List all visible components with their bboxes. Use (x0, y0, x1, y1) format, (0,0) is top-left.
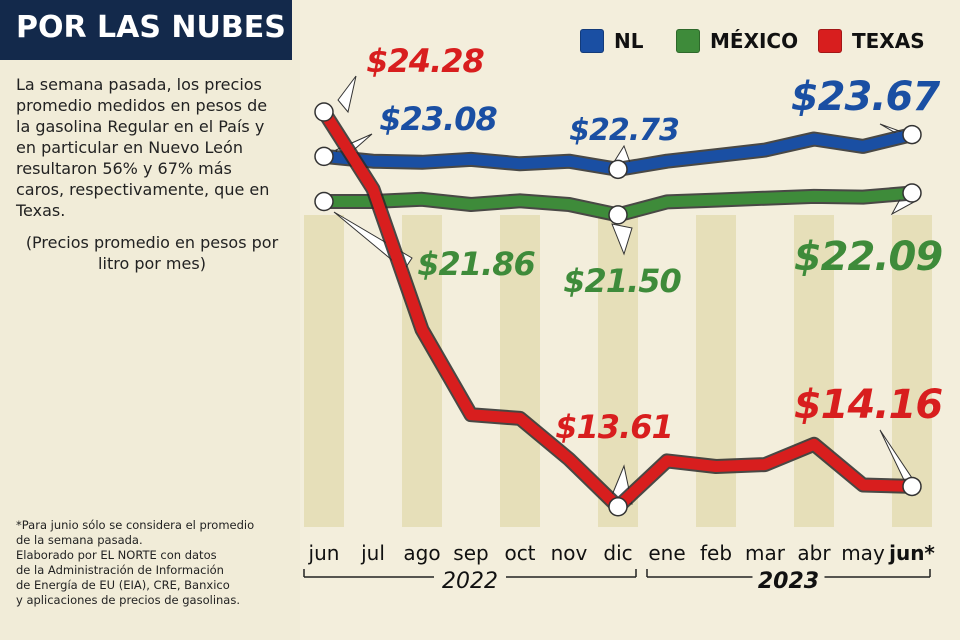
data-label: $23.67 (791, 74, 941, 120)
legend-item-mexico: MÉXICO (676, 28, 798, 54)
data-label: $22.09 (794, 234, 943, 280)
legend-swatch-nl (580, 29, 604, 53)
background-band (598, 215, 638, 527)
x-tick-label: feb (700, 541, 732, 565)
x-tick-label: mar (745, 541, 786, 565)
x-tick-label: dic (603, 541, 632, 565)
legend-swatch-mexico (676, 29, 700, 53)
x-tick-label: jun* (888, 541, 935, 565)
x-tick-label: jun (308, 541, 340, 565)
x-tick-label: oct (504, 541, 535, 565)
legend-label-nl: NL (614, 29, 644, 53)
legend-label-mexico: MÉXICO (710, 29, 799, 53)
x-axis: jun jul ago sep oct nov dic ene feb mar abr may jun*… (303, 541, 935, 594)
background-band (402, 215, 442, 527)
footnote-line: Elaborado por EL NORTE con datos (16, 548, 217, 562)
data-label: $14.16 (794, 382, 943, 428)
background-band (696, 215, 736, 527)
data-label: $24.28 (366, 42, 484, 80)
footnote-line: de Energía de EU (EIA), CRE, Banxico (16, 578, 230, 592)
footnote-line: *Para junio sólo se considera el promedi… (16, 518, 255, 532)
callout-pointer (337, 75, 357, 114)
footnote-line: y aplicaciones de precios de gasolinas. (16, 593, 240, 607)
data-label: $21.86 (417, 245, 535, 283)
year-label: 2022 (442, 569, 498, 594)
highlight-point (314, 102, 334, 122)
year-label: 2023 (758, 569, 819, 594)
data-label: $13.61 (555, 408, 672, 446)
x-tick-label: may (841, 541, 885, 565)
background-bands (300, 0, 960, 640)
legend-swatch-texas (818, 29, 842, 53)
highlight-point (608, 497, 628, 517)
intro-text: La semana pasada, los precios promedio m… (16, 75, 270, 220)
highlight-points (314, 102, 922, 517)
highlight-point (314, 191, 334, 212)
highlight-point (902, 476, 922, 497)
footnote-line: de la semana pasada. (16, 533, 143, 547)
highlight-point (314, 146, 334, 167)
callout-pointer (611, 223, 633, 256)
footnote: *Para junio sólo se considera el promedi… (16, 518, 286, 608)
unit-note: (Precios promedio en pesos por litro por… (25, 233, 279, 273)
highlight-point (608, 159, 628, 180)
highlight-point (902, 183, 922, 203)
chart-title: POR LAS NUBES (16, 10, 286, 45)
x-tick-label: ago (403, 541, 440, 565)
legend-label-texas: TEXAS (852, 29, 925, 53)
highlight-point (902, 124, 922, 145)
background-band (304, 215, 344, 527)
x-tick-label: jul (360, 541, 385, 565)
x-tick-label: abr (797, 541, 831, 565)
data-label: $22.73 (569, 113, 679, 148)
x-tick-label: sep (453, 541, 488, 565)
year-label-gap (434, 573, 506, 581)
footnote-line: de la Administración de Información (16, 563, 224, 577)
legend-item-nl: NL (580, 28, 643, 54)
background-band (794, 215, 834, 527)
highlight-point (608, 205, 628, 225)
background-band (500, 215, 540, 527)
data-labels: $24.28 $23.08 $21.86 $22.73 $21.50 $13.61 $23.… (366, 42, 943, 446)
year-label-gap (752, 573, 825, 581)
title-banner: POR LAS NUBES (0, 0, 292, 60)
x-tick-label: ene (648, 541, 685, 565)
data-label: $23.08 (379, 100, 497, 138)
background-band (892, 215, 932, 527)
x-tick-label: nov (551, 541, 588, 565)
data-label: $21.50 (563, 262, 681, 300)
legend-item-texas: TEXAS (818, 28, 925, 54)
